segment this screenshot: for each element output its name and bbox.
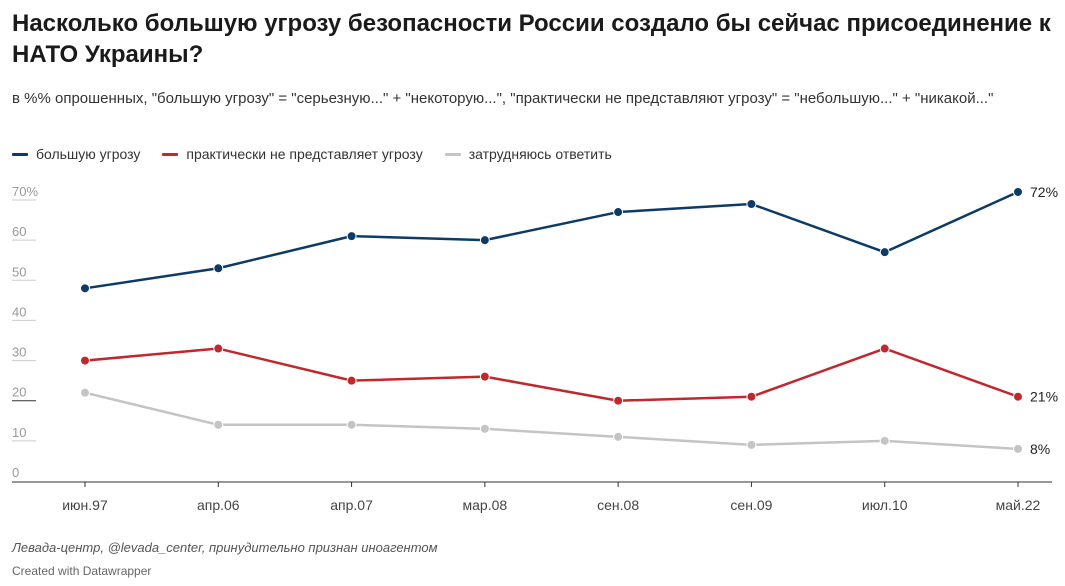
y-tick-label: 20	[12, 385, 26, 400]
data-point	[746, 439, 757, 450]
data-point	[346, 231, 357, 242]
x-tick-label: июл.10	[862, 497, 908, 513]
legend-swatch	[162, 152, 179, 156]
data-point	[1013, 391, 1023, 402]
x-tick-label: мар.08	[463, 497, 508, 513]
source-note: Левада-центр, @levada_center, принудител…	[12, 540, 438, 555]
data-point	[746, 199, 757, 210]
data-point	[1013, 186, 1023, 197]
data-point	[479, 371, 490, 382]
series-line	[83, 190, 1020, 290]
data-point	[213, 419, 224, 430]
x-tick-label: июн.97	[62, 497, 108, 513]
data-point	[213, 263, 224, 274]
y-tick-label: 70%	[12, 184, 38, 199]
data-point	[879, 247, 890, 258]
y-tick-label: 60	[12, 224, 26, 239]
y-tick-label: 30	[12, 345, 26, 360]
data-point	[879, 435, 890, 446]
data-point	[1013, 443, 1023, 454]
legend-swatch	[12, 152, 28, 156]
end-value-label: 72%	[1030, 184, 1058, 200]
legend-label: практически не представляет угрозу	[186, 146, 423, 162]
data-point	[613, 207, 624, 218]
data-point	[879, 343, 890, 354]
legend-swatch	[444, 152, 461, 156]
series-line	[83, 391, 1020, 451]
x-tick-label: апр.06	[197, 497, 240, 513]
y-tick-label: 10	[12, 425, 26, 440]
y-tick-label: 0	[12, 465, 19, 480]
x-tick-label: сен.08	[597, 497, 639, 513]
data-point	[80, 283, 90, 294]
datawrapper-credit: Created with Datawrapper	[12, 564, 152, 578]
data-point	[213, 343, 224, 354]
data-point	[80, 355, 90, 366]
legend-label: большую угрозу	[36, 146, 141, 162]
data-point	[479, 235, 490, 246]
chart-title: Насколько большую угрозу безопасности Ро…	[12, 10, 1051, 68]
legend: большую угрозу практически не представля…	[12, 146, 612, 162]
x-tick-label: май.22	[996, 497, 1041, 513]
data-point	[479, 423, 490, 434]
data-point	[346, 375, 357, 386]
legend-item-big-threat: большую угрозу	[12, 146, 140, 162]
data-point	[746, 391, 757, 402]
data-point	[346, 419, 357, 430]
y-tick-label: 40	[12, 304, 26, 319]
end-value-label: 8%	[1030, 441, 1050, 457]
legend-item-dont-know: затрудняюсь ответить	[444, 146, 612, 162]
legend-item-no-threat: практически не представляет угрозу	[162, 146, 423, 162]
chart-subtitle: в %% опрошенных, "большую угрозу" = "сер…	[12, 90, 994, 107]
x-tick-label: апр.07	[330, 497, 373, 513]
data-point	[613, 431, 624, 442]
legend-label: затрудняюсь ответить	[468, 146, 612, 162]
data-point	[613, 395, 624, 406]
x-tick-label: сен.09	[730, 497, 772, 513]
data-point	[80, 387, 90, 398]
series-line	[83, 347, 1020, 402]
end-value-label: 21%	[1030, 389, 1058, 405]
y-tick-label: 50	[12, 264, 26, 279]
